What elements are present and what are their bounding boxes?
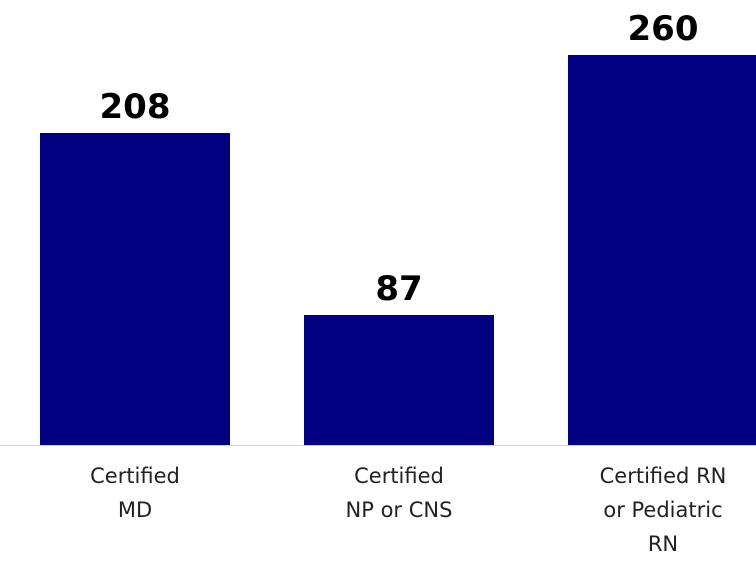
baseline [0,445,756,446]
value-label: 208 [99,87,171,127]
bar [40,133,230,445]
category-label: Certified RN or Pediatric RN [599,464,727,556]
category-label: Certified NP or CNS [345,464,453,522]
category-label: Certified MD [90,464,180,522]
bar [568,55,756,445]
bar [304,314,494,445]
value-label: 260 [627,9,699,49]
value-label: 87 [375,268,423,309]
